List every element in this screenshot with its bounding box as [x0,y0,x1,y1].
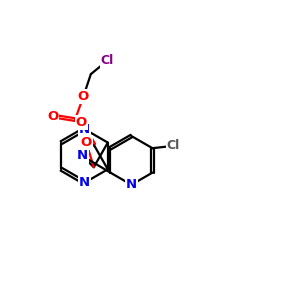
Text: N: N [126,178,137,191]
Text: N: N [77,149,88,162]
Text: O: O [76,116,87,129]
Text: Cl: Cl [100,54,114,67]
Text: O: O [47,110,58,123]
Text: N: N [79,123,90,136]
Text: O: O [78,90,89,103]
Text: O: O [81,136,92,149]
Text: N: N [79,176,90,189]
Text: Cl: Cl [167,139,180,152]
